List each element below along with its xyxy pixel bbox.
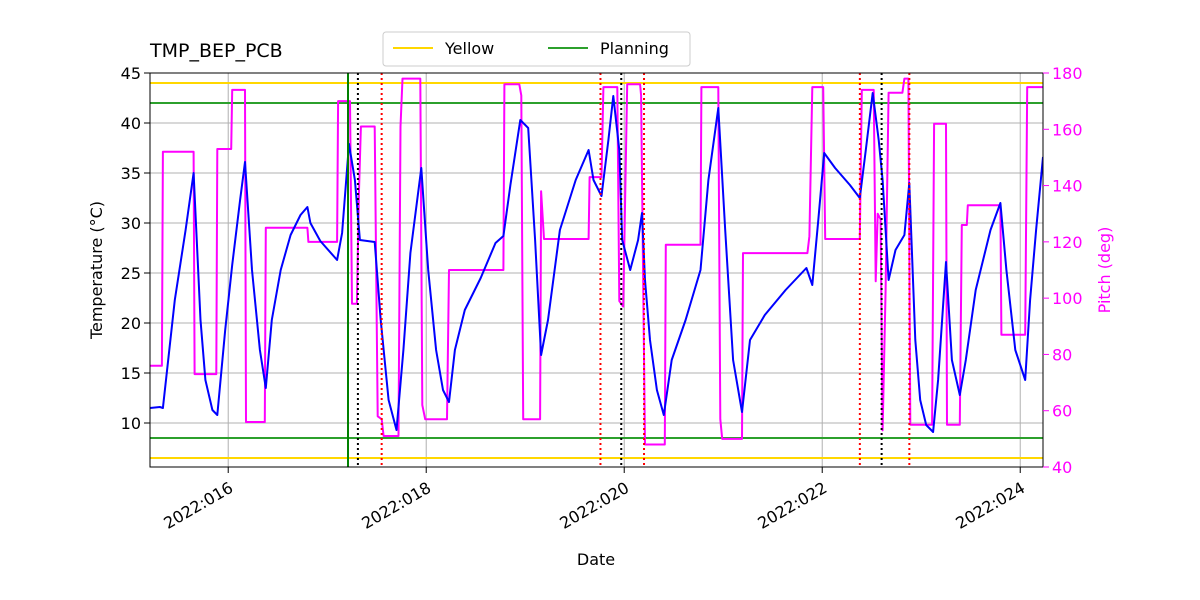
y-tick-label: 15 — [121, 364, 141, 383]
y-tick-label: 10 — [121, 414, 141, 433]
y-tick-label: 40 — [121, 114, 141, 133]
series-line — [150, 77, 1043, 446]
y-axis-label: Temperature (°C) — [87, 201, 106, 340]
y2-axis-label: Pitch (deg) — [1095, 227, 1114, 314]
x-tick-label: 2022:024 — [952, 478, 1028, 533]
axes-frame — [149, 72, 1044, 468]
chart-title: TMP_BEP_PCB — [149, 40, 283, 62]
x-tick-label: 2022:020 — [556, 478, 632, 533]
y-tick-label: 25 — [121, 264, 141, 283]
y-tick-label: 35 — [121, 164, 141, 183]
y2-tick-label: 40 — [1052, 458, 1072, 477]
y-tick-label: 45 — [121, 64, 141, 83]
legend-box — [382, 31, 691, 67]
legend-label: Yellow — [444, 39, 494, 58]
y2-tick-label: 120 — [1052, 233, 1083, 252]
y2-tick-label: 140 — [1052, 177, 1083, 196]
y2-tick-label: 160 — [1052, 120, 1083, 139]
x-tick-label: 2022:022 — [754, 478, 830, 533]
y2-tick-label: 100 — [1052, 289, 1083, 308]
y2-tick-label: 60 — [1052, 402, 1072, 421]
x-axis-label: Date — [577, 550, 615, 569]
y2-tick-label: 180 — [1052, 64, 1083, 83]
legend-label: Planning — [600, 39, 669, 58]
y-tick-label: 20 — [121, 314, 141, 333]
x-tick-label: 2022:018 — [358, 478, 434, 533]
plot-area — [150, 73, 1043, 467]
y2-tick-label: 80 — [1052, 345, 1072, 364]
y-tick-label: 30 — [121, 214, 141, 233]
series-line — [150, 92, 1043, 433]
x-tick-label: 2022:016 — [160, 478, 236, 533]
